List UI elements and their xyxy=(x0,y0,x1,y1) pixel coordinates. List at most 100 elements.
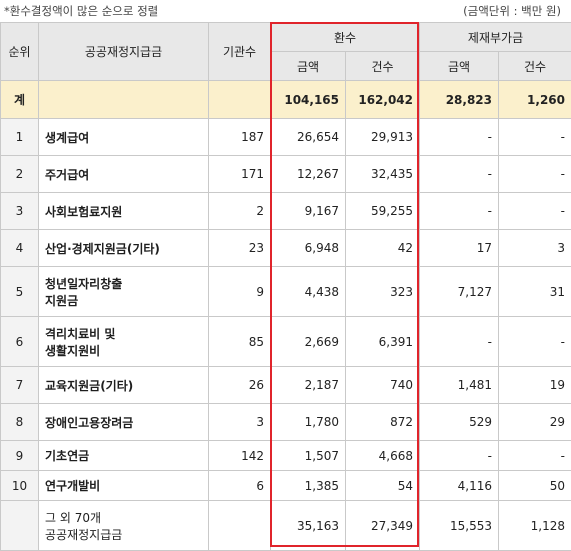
refund-count-cell: 32,435 xyxy=(346,156,420,193)
surcharge-amount-cell: 4,116 xyxy=(420,471,499,501)
program-cell: 기초연금 xyxy=(39,441,209,471)
total-surcharge-amount: 28,823 xyxy=(420,81,499,119)
refund-amount-cell: 35,163 xyxy=(271,501,346,551)
total-surcharge-count: 1,260 xyxy=(499,81,571,119)
program-name: 산업·경제지원금(기타) xyxy=(45,242,160,256)
surcharge-amount-cell: 1,481 xyxy=(420,367,499,404)
refund-table: 순위 공공재정지급금 기관수 환수 제재부가금 금액 건수 금액 건수 계 10… xyxy=(0,22,571,551)
agencies-cell: 2 xyxy=(209,193,271,230)
surcharge-count-cell: - xyxy=(499,156,571,193)
refund-amount-cell: 9,167 xyxy=(271,193,346,230)
refund-amount-cell: 2,669 xyxy=(271,317,346,367)
program-cell: 교육지원금(기타) xyxy=(39,367,209,404)
refund-amount-cell: 6,948 xyxy=(271,230,346,267)
program-name: 사회보험료지원 xyxy=(45,205,122,219)
surcharge-amount-cell: 17 xyxy=(420,230,499,267)
rank-cell: 2 xyxy=(1,156,39,193)
header-surcharge-count: 건수 xyxy=(499,52,571,81)
refund-amount-cell: 1,780 xyxy=(271,404,346,441)
rank-cell: 6 xyxy=(1,317,39,367)
surcharge-count-cell: 3 xyxy=(499,230,571,267)
rank-cell: 9 xyxy=(1,441,39,471)
program-cell: 생계급여 xyxy=(39,119,209,156)
rank-cell xyxy=(1,501,39,551)
agencies-cell xyxy=(209,501,271,551)
program-name: 생계급여 xyxy=(45,131,89,145)
refund-amount-cell: 26,654 xyxy=(271,119,346,156)
surcharge-count-cell: - xyxy=(499,441,571,471)
header-agencies: 기관수 xyxy=(209,23,271,81)
header-surcharge-amount: 금액 xyxy=(420,52,499,81)
header-refund: 환수 xyxy=(271,23,420,52)
program-name: 장애인고용장려금 xyxy=(45,416,133,430)
program-name: 그 외 70개 xyxy=(45,511,101,525)
header-surcharge: 제재부가금 xyxy=(420,23,571,52)
program-cell: 장애인고용장려금 xyxy=(39,404,209,441)
surcharge-amount-cell: - xyxy=(420,119,499,156)
total-refund-amount: 104,165 xyxy=(271,81,346,119)
surcharge-amount-cell: 15,553 xyxy=(420,501,499,551)
program-name: 연구개발비 xyxy=(45,479,100,493)
surcharge-count-cell: - xyxy=(499,317,571,367)
rank-cell: 4 xyxy=(1,230,39,267)
table-caption: *환수결정액이 많은 순으로 정렬 (금액단위 : 백만 원) xyxy=(0,0,571,22)
refund-count-cell: 27,349 xyxy=(346,501,420,551)
refund-count-cell: 740 xyxy=(346,367,420,404)
total-agencies-cell xyxy=(209,81,271,119)
rank-cell: 8 xyxy=(1,404,39,441)
program-name-line2: 공공재정지급금 xyxy=(45,528,122,542)
agencies-cell: 187 xyxy=(209,119,271,156)
refund-count-cell: 29,913 xyxy=(346,119,420,156)
surcharge-amount-cell: - xyxy=(420,317,499,367)
unit-note: (금액단위 : 백만 원) xyxy=(463,3,561,19)
agencies-cell: 23 xyxy=(209,230,271,267)
program-cell: 산업·경제지원금(기타) xyxy=(39,230,209,267)
refund-amount-cell: 1,385 xyxy=(271,471,346,501)
rank-cell: 10 xyxy=(1,471,39,501)
refund-count-cell: 6,391 xyxy=(346,317,420,367)
header-rank: 순위 xyxy=(1,23,39,81)
agencies-cell: 26 xyxy=(209,367,271,404)
refund-amount-cell: 2,187 xyxy=(271,367,346,404)
agencies-cell: 6 xyxy=(209,471,271,501)
agencies-cell: 85 xyxy=(209,317,271,367)
total-row: 계 104,165 162,042 28,823 1,260 xyxy=(1,81,571,119)
header-program: 공공재정지급금 xyxy=(39,23,209,81)
total-refund-count: 162,042 xyxy=(346,81,420,119)
surcharge-count-cell: 31 xyxy=(499,267,571,317)
refund-count-cell: 872 xyxy=(346,404,420,441)
program-name: 교육지원금(기타) xyxy=(45,379,133,393)
surcharge-amount-cell: - xyxy=(420,156,499,193)
program-name: 기초연금 xyxy=(45,449,89,463)
agencies-cell: 142 xyxy=(209,441,271,471)
program-name-line2: 지원금 xyxy=(45,294,78,308)
refund-amount-cell: 12,267 xyxy=(271,156,346,193)
refund-count-cell: 42 xyxy=(346,230,420,267)
program-cell: 연구개발비 xyxy=(39,471,209,501)
rank-cell: 7 xyxy=(1,367,39,404)
surcharge-amount-cell: - xyxy=(420,193,499,230)
program-cell: 사회보험료지원 xyxy=(39,193,209,230)
surcharge-count-cell: 19 xyxy=(499,367,571,404)
agencies-cell: 9 xyxy=(209,267,271,317)
rank-cell: 5 xyxy=(1,267,39,317)
refund-count-cell: 4,668 xyxy=(346,441,420,471)
refund-count-cell: 54 xyxy=(346,471,420,501)
surcharge-amount-cell: 7,127 xyxy=(420,267,499,317)
total-name-cell xyxy=(39,81,209,119)
surcharge-count-cell: 29 xyxy=(499,404,571,441)
header-refund-count: 건수 xyxy=(346,52,420,81)
